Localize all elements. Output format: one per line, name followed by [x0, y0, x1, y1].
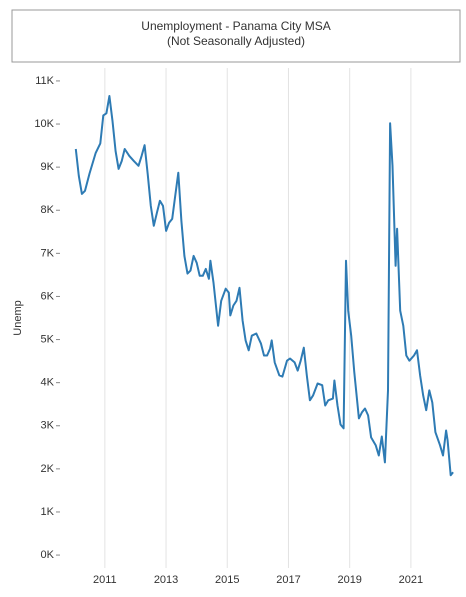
y-tick-label: 10K	[34, 118, 54, 130]
y-tick-label: 0K	[41, 549, 55, 561]
line	[74, 95, 454, 477]
x-tick-label: 2011	[93, 574, 117, 586]
y-axis-title: Unemp	[12, 300, 24, 335]
y-tick-label: 4K	[41, 377, 55, 389]
x-tick-label: 2013	[154, 574, 178, 586]
y-tick-label: 3K	[41, 420, 55, 432]
chart-subtitle: (Not Seasonally Adjusted)	[167, 34, 305, 48]
y-tick-label: 9K	[41, 161, 55, 173]
y-tick-label: 7K	[41, 247, 55, 259]
y-tick-label: 1K	[41, 506, 55, 518]
x-tick-label: 2017	[276, 574, 300, 586]
y-tick-label: 5K	[41, 333, 55, 345]
chart-title: Unemployment - Panama City MSA	[141, 19, 330, 33]
x-tick-label: 2019	[337, 574, 361, 586]
y-tick-label: 2K	[41, 463, 55, 475]
x-tick-label: 2021	[399, 574, 423, 586]
y-tick-label: 11K	[35, 75, 54, 87]
y-tick-label: 8K	[41, 204, 55, 216]
y-tick-label: 6K	[41, 290, 55, 302]
x-tick-label: 2015	[215, 574, 239, 586]
title-box	[11, 9, 461, 63]
